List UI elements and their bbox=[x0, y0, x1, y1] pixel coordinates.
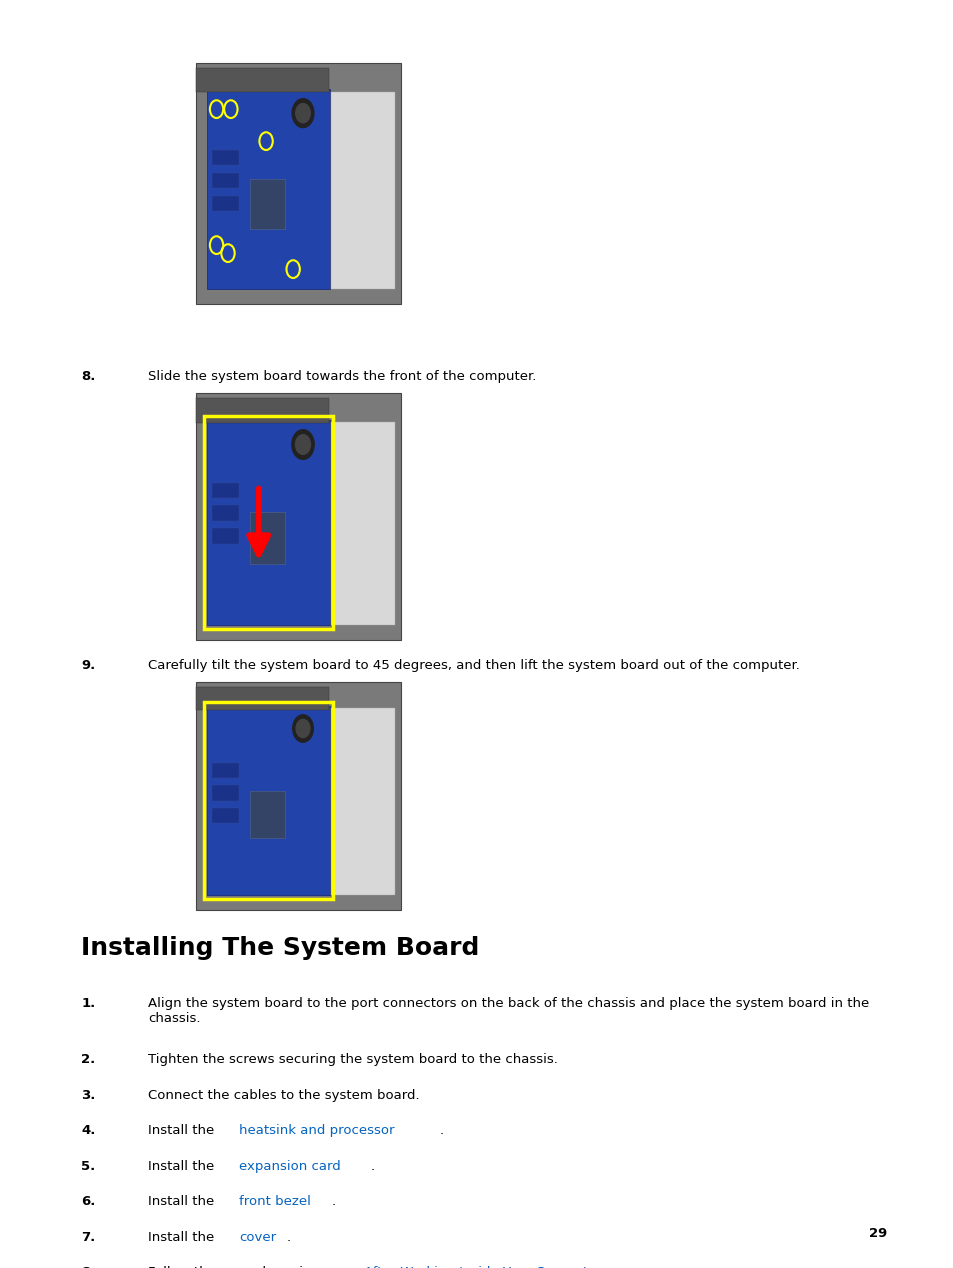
Text: Follow the procedures in: Follow the procedures in bbox=[148, 1267, 315, 1268]
FancyBboxPatch shape bbox=[207, 89, 330, 289]
Text: .: . bbox=[370, 1160, 374, 1173]
Text: heatsink and processor: heatsink and processor bbox=[238, 1125, 394, 1137]
Circle shape bbox=[295, 719, 310, 738]
Text: Install the: Install the bbox=[148, 1160, 218, 1173]
FancyBboxPatch shape bbox=[195, 682, 400, 910]
Text: Installing The System Board: Installing The System Board bbox=[81, 936, 479, 960]
Text: .: . bbox=[287, 1231, 291, 1244]
FancyBboxPatch shape bbox=[212, 172, 238, 188]
FancyBboxPatch shape bbox=[195, 393, 400, 640]
Text: Connect the cables to the system board.: Connect the cables to the system board. bbox=[148, 1089, 419, 1102]
Text: 1.: 1. bbox=[81, 997, 95, 1009]
FancyBboxPatch shape bbox=[212, 150, 238, 165]
Text: 6.: 6. bbox=[81, 1196, 95, 1208]
Text: front bezel: front bezel bbox=[238, 1196, 311, 1208]
Text: After Working Inside Your Computer: After Working Inside Your Computer bbox=[364, 1267, 601, 1268]
Text: 4.: 4. bbox=[81, 1125, 95, 1137]
FancyBboxPatch shape bbox=[195, 687, 329, 710]
FancyBboxPatch shape bbox=[212, 762, 238, 777]
Text: cover: cover bbox=[238, 1231, 275, 1244]
Text: 9.: 9. bbox=[81, 659, 95, 672]
FancyBboxPatch shape bbox=[212, 483, 238, 498]
FancyBboxPatch shape bbox=[207, 706, 330, 895]
Text: Carefully tilt the system board to 45 degrees, and then lift the system board ou: Carefully tilt the system board to 45 de… bbox=[148, 659, 799, 672]
FancyBboxPatch shape bbox=[212, 529, 238, 544]
Circle shape bbox=[292, 430, 314, 459]
FancyBboxPatch shape bbox=[207, 420, 330, 625]
Circle shape bbox=[292, 99, 314, 128]
Text: Align the system board to the port connectors on the back of the chassis and pla: Align the system board to the port conne… bbox=[148, 997, 868, 1025]
Text: Tighten the screws securing the system board to the chassis.: Tighten the screws securing the system b… bbox=[148, 1054, 558, 1066]
FancyBboxPatch shape bbox=[195, 398, 329, 422]
Text: Slide the system board towards the front of the computer.: Slide the system board towards the front… bbox=[148, 370, 536, 383]
FancyBboxPatch shape bbox=[212, 785, 238, 800]
FancyBboxPatch shape bbox=[331, 708, 395, 895]
Text: 7.: 7. bbox=[81, 1231, 95, 1244]
Text: 2.: 2. bbox=[81, 1054, 95, 1066]
FancyBboxPatch shape bbox=[331, 91, 395, 289]
Text: Install the: Install the bbox=[148, 1125, 218, 1137]
FancyBboxPatch shape bbox=[250, 791, 284, 838]
Text: 8.: 8. bbox=[81, 1267, 95, 1268]
Text: 29: 29 bbox=[867, 1227, 886, 1240]
Text: .: . bbox=[332, 1196, 335, 1208]
Text: 5.: 5. bbox=[81, 1160, 95, 1173]
FancyBboxPatch shape bbox=[195, 68, 329, 93]
Text: .: . bbox=[439, 1125, 443, 1137]
Circle shape bbox=[293, 715, 313, 742]
FancyBboxPatch shape bbox=[212, 808, 238, 823]
Circle shape bbox=[295, 104, 310, 123]
Text: .: . bbox=[671, 1267, 675, 1268]
Text: Install the: Install the bbox=[148, 1196, 218, 1208]
Text: 3.: 3. bbox=[81, 1089, 95, 1102]
FancyBboxPatch shape bbox=[331, 422, 395, 625]
Text: 8.: 8. bbox=[81, 370, 95, 383]
Text: expansion card: expansion card bbox=[238, 1160, 340, 1173]
FancyBboxPatch shape bbox=[250, 179, 284, 230]
FancyBboxPatch shape bbox=[212, 195, 238, 210]
FancyBboxPatch shape bbox=[250, 512, 284, 563]
FancyBboxPatch shape bbox=[195, 63, 400, 304]
FancyBboxPatch shape bbox=[212, 506, 238, 521]
Text: Install the: Install the bbox=[148, 1231, 218, 1244]
Circle shape bbox=[295, 435, 310, 454]
